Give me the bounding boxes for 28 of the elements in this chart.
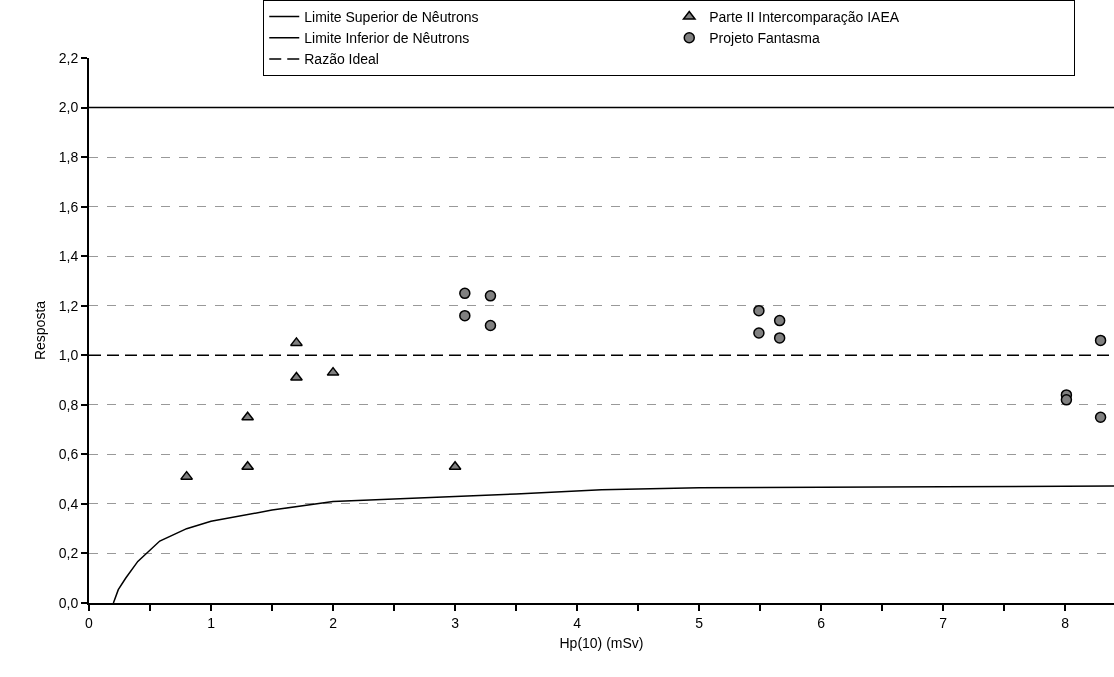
y-tick-label: 0,6 [58,446,79,463]
x-tick-label: 4 [573,614,582,631]
y-tick-label: 1,6 [58,198,79,215]
y-tick-label: 1,0 [58,347,79,364]
y-tick-label: 1,8 [58,148,79,165]
legend-label: Limite Inferior de Nêutrons [304,30,470,47]
y-tick-label: 1,2 [58,297,79,314]
y-tick-label: 0,8 [58,396,79,413]
x-axis-title: Hp(10) (mSv) [559,634,644,651]
x-tick-label: 5 [695,614,704,631]
x-tick-label: 8 [1061,614,1070,631]
x-tick-label: 7 [939,614,948,631]
legend-label: Projeto Fantasma [709,30,820,47]
y-tick-label: 0,0 [58,594,79,611]
x-tick-label: 6 [817,614,826,631]
legend-label: Limite Superior de Nêutrons [304,9,479,26]
x-tick-label: 3 [451,614,460,631]
y-tick-label: 2,0 [58,99,79,116]
x-tick-label: 2 [329,614,338,631]
legend-label: Razão Ideal [304,51,379,68]
y-tick-label: 0,4 [58,495,79,512]
legend-label: Parte II Intercomparação IAEA [709,9,900,26]
y-axis-title: Resposta [31,300,48,361]
y-tick-label: 2,2 [58,49,79,66]
x-tick-label: 1 [207,614,216,631]
y-tick-label: 1,4 [58,248,79,265]
y-tick-label: 0,2 [58,545,79,562]
x-tick-label: 0 [85,614,94,631]
